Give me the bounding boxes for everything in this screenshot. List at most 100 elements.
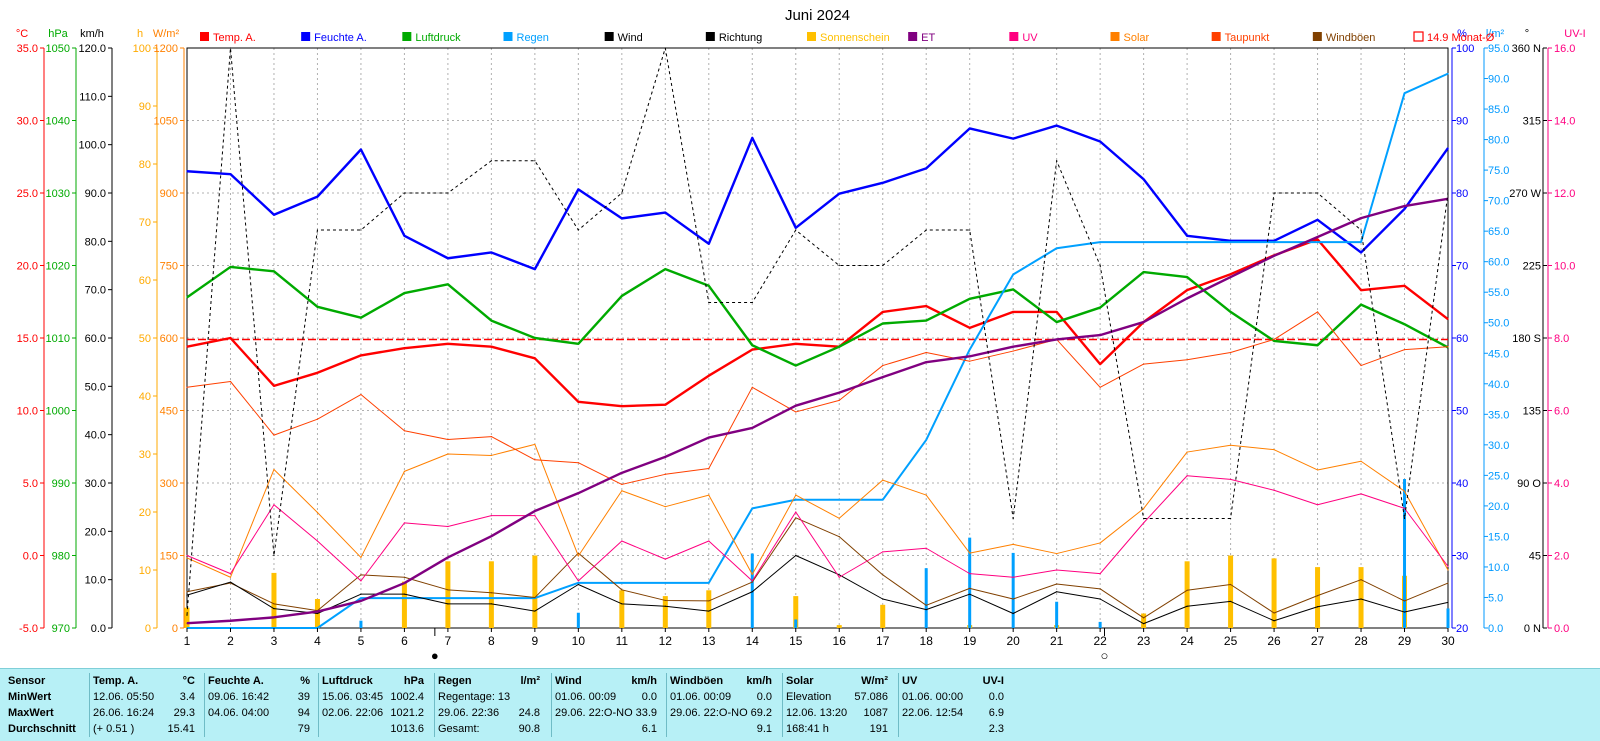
axis-tick-label-hpa: 970 xyxy=(52,623,70,635)
axis-tick-label-deg: 360 N xyxy=(1512,43,1541,55)
series-richtung-point xyxy=(751,301,753,304)
bar-regen xyxy=(1098,621,1102,628)
series-regen-point xyxy=(1186,241,1188,243)
series-wind-point xyxy=(795,554,797,557)
stats-column-divider xyxy=(898,673,899,737)
axis-tick-label-wm2: 600 xyxy=(160,333,178,345)
stats-cell-value: 90.8 xyxy=(518,723,540,735)
series-et-point xyxy=(1360,217,1362,219)
series-uv-point xyxy=(925,547,927,549)
stats-cell-value: 15.41 xyxy=(167,723,195,735)
series-wind-point xyxy=(1056,591,1058,593)
series-temp-a-point xyxy=(1403,285,1406,287)
series-solar-point xyxy=(1012,543,1014,545)
axis-tick-label-kmh: 110.0 xyxy=(79,91,106,103)
axis-tick-label-kmh: 50.0 xyxy=(85,381,106,393)
bar-sonnenschein xyxy=(1141,613,1147,628)
series-wind-point xyxy=(403,593,406,595)
axis-tick-label-temp: 35.0 xyxy=(17,43,38,55)
stats-cell-value: 1087 xyxy=(863,707,888,719)
axis-tick-label-kmh: 20.0 xyxy=(85,526,106,538)
x-tick-label: 25 xyxy=(1224,634,1238,648)
axis-tick-label-wm2: 1200 xyxy=(154,43,178,55)
axis-tick-label-lm2: 5.0 xyxy=(1488,592,1503,604)
full-moon-icon: ○ xyxy=(1101,648,1109,663)
stats-sensor-name: Temp. A. xyxy=(93,675,139,687)
series-wind-point xyxy=(447,603,449,605)
stats-cell-detail: 01.06. 00:09 xyxy=(670,691,732,703)
series-taupunkt-point xyxy=(751,386,753,388)
series-windb-en-point xyxy=(838,536,840,538)
series-regen-point xyxy=(360,597,362,599)
series-uv-point xyxy=(969,573,971,575)
series-wind-point xyxy=(838,574,840,576)
axis-tick-label-kmh: 90.0 xyxy=(85,188,106,200)
bar-sonnenschein xyxy=(532,555,538,628)
axis-tick-label-h: 70 xyxy=(139,217,151,229)
series-luftdruck-point xyxy=(751,344,753,346)
stats-cell-value: 94 xyxy=(297,707,310,719)
series-windb-en-point xyxy=(403,576,406,578)
stats-column-divider xyxy=(318,673,319,737)
x-tick-label: 5 xyxy=(358,634,365,648)
series-windb-en-point xyxy=(447,589,449,591)
axis-tick-label-hpa: 1010 xyxy=(46,333,70,345)
stats-column-divider xyxy=(782,673,783,737)
axis-tick-label-wm2: 300 xyxy=(160,478,178,490)
series-taupunkt-point xyxy=(1447,346,1449,348)
series-luftdruck-point xyxy=(273,270,275,272)
series-luftdruck-point xyxy=(1143,271,1145,273)
series-feuchte-a-point xyxy=(882,182,884,184)
series-feuchte-a-point xyxy=(1316,219,1319,221)
stats-cell-detail: 09.06. 16:42 xyxy=(208,691,270,703)
axis-tick-label-temp: 15.0 xyxy=(17,333,38,345)
series-uv-point xyxy=(838,576,840,578)
series-et-point xyxy=(1143,321,1145,323)
series-luftdruck-point xyxy=(1316,344,1319,346)
bar-regen xyxy=(1403,479,1407,628)
series-temp-a-point xyxy=(621,405,623,407)
series-regen-point xyxy=(708,582,710,584)
axis-tick-label-hpa: 1040 xyxy=(46,116,70,128)
series-temp-a-point xyxy=(925,305,927,307)
series-richtung-point xyxy=(1316,192,1319,194)
axis-tick-label-lm2: 45.0 xyxy=(1488,348,1509,360)
series-luftdruck xyxy=(186,265,1449,367)
series-temp-a-point xyxy=(1447,318,1449,320)
series-wind-point xyxy=(1403,611,1406,613)
series-et-point xyxy=(577,492,579,494)
stats-sensor-name: Solar xyxy=(786,675,814,687)
series-regen-point xyxy=(838,499,840,501)
series-windb-en-point xyxy=(1360,579,1362,581)
series-uv-point xyxy=(1056,569,1058,571)
stats-sensor-name: Luftdruck xyxy=(322,675,373,687)
series-windb-en-point xyxy=(1143,617,1145,619)
x-tick-label: 11 xyxy=(616,634,629,648)
x-tick-label: 6 xyxy=(401,634,408,648)
x-tick-label: 8 xyxy=(488,634,495,648)
bar-regen xyxy=(1011,552,1015,628)
series-et-point xyxy=(1403,205,1406,207)
axis-tick-label-temp: 0.0 xyxy=(23,551,38,563)
legend-label: Sonnenschein xyxy=(820,32,890,44)
series-wind-point xyxy=(1447,601,1449,603)
series-solar-point xyxy=(447,453,449,455)
stats-column-header: Temp. A. °C xyxy=(93,675,201,689)
stats-cell-detail: Gesamt: xyxy=(438,723,480,735)
stats-column-header: UV UV-I xyxy=(902,675,1010,689)
series-richtung-point xyxy=(1099,264,1101,267)
series-et-point xyxy=(1316,236,1319,238)
stats-column-feuchte-a: Feuchte A.% 09.06. 16:42 39 04.06. 04:00 94 7… xyxy=(208,669,316,741)
stats-cell: 26.06. 16:24 29.3 xyxy=(93,707,201,721)
axis-unit-temp: °C xyxy=(16,28,28,40)
stats-cell: 04.06. 04:00 94 xyxy=(208,707,316,721)
series-temp-a-point xyxy=(316,372,319,374)
stats-cell-value: 57.086 xyxy=(854,691,888,703)
series-solar-point xyxy=(1143,508,1145,510)
series-uv-point xyxy=(1273,489,1275,491)
weather-chart: Juni 2024°C35.030.025.020.015.010.05.00.… xyxy=(16,7,1586,663)
stats-cell-detail: Regentage: 13 xyxy=(438,691,511,703)
series-taupunkt-point xyxy=(1143,363,1145,365)
series-wind-point xyxy=(1012,612,1014,615)
series-wind-point xyxy=(751,591,753,593)
